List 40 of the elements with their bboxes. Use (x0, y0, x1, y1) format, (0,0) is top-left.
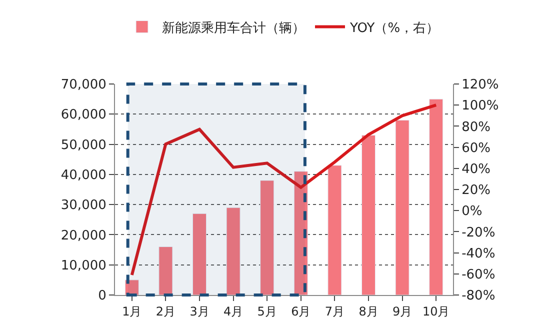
bar (328, 165, 342, 295)
y-tick-label: 50,000 (60, 138, 106, 153)
bar (192, 213, 207, 295)
x-tick-label: 6月 (291, 304, 311, 318)
line-series (130, 104, 438, 276)
y-tick-label: 60,000 (60, 108, 106, 123)
x-tick-label: 4月 (223, 304, 244, 318)
x-tick-label: 10月 (422, 304, 450, 318)
bar (226, 207, 240, 295)
x-tick-label: 1月 (122, 304, 142, 318)
x-tick-label: 2月 (156, 304, 176, 318)
y2-tick-label: -40% (462, 246, 496, 262)
y2-tick-label: 100% (462, 98, 499, 114)
y2-tick-label: 60% (462, 140, 491, 156)
y-tick-label: 20,000 (60, 228, 106, 244)
y2-tick-label: 20% (462, 183, 491, 198)
x-tick-label: 9月 (392, 304, 412, 318)
bar (429, 98, 444, 295)
x-tick-label: 7月 (324, 304, 345, 318)
y2-tick-label: 40% (462, 162, 491, 177)
x-tick-label: 5月 (257, 304, 277, 318)
x-tick-label: 3月 (190, 304, 210, 318)
x-tick-label: 8月 (358, 304, 378, 318)
y2-tick-label: -80% (462, 288, 496, 304)
y-tick-label: 10,000 (60, 258, 106, 274)
y2-tick-label: -20% (462, 225, 496, 240)
y-tick-label: 40,000 (60, 168, 106, 183)
bar (260, 180, 274, 295)
bar (158, 246, 173, 295)
y2-tick-label: -60% (462, 267, 496, 282)
legend-label: 新能源乘用车合计（辆） (162, 20, 305, 36)
y2-tick-label: 0% (462, 204, 482, 220)
bar (361, 134, 376, 295)
y2-tick-label: 80% (462, 120, 491, 135)
legend-label: YOY（%，右） (349, 20, 440, 36)
y-tick-label: 0 (98, 288, 106, 304)
bar (395, 120, 410, 295)
y2-tick-label: 120% (462, 78, 499, 93)
y-tick-label: 70,000 (60, 78, 106, 93)
y-tick-label: 30,000 (60, 198, 106, 214)
